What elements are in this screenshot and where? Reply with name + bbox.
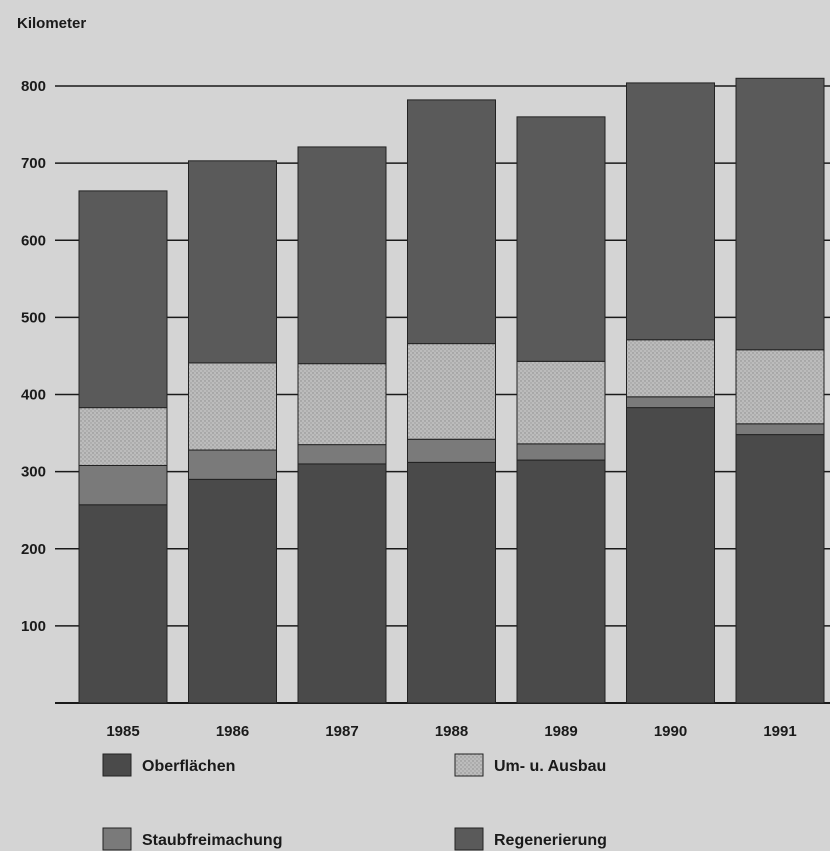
bar-segment — [297, 146, 387, 365]
y-tick-label: 300 — [21, 464, 46, 481]
bar-segment — [626, 396, 715, 409]
bar-segment — [297, 444, 387, 465]
bar-segment — [188, 449, 277, 480]
bar-segment — [407, 461, 496, 704]
bar-segment — [626, 407, 715, 704]
legend-swatch — [102, 827, 132, 851]
bar-segment — [78, 190, 168, 409]
y-tick-label: 400 — [21, 387, 46, 404]
bar-segment — [516, 116, 606, 362]
bar-segment — [516, 443, 606, 461]
bar-segment — [735, 349, 825, 425]
y-tick-label: 700 — [21, 155, 46, 172]
x-tick-label: 1991 — [763, 723, 796, 740]
bar-segment — [407, 99, 496, 345]
x-tick-label: 1987 — [325, 723, 358, 740]
bar-segment — [626, 339, 715, 398]
bars — [78, 77, 825, 704]
x-tick-label: 1988 — [435, 723, 468, 740]
legend-swatch — [102, 753, 132, 777]
y-tick-label: 500 — [21, 309, 46, 326]
y-tick-label: 100 — [21, 618, 46, 635]
y-axis-label: Kilometer — [17, 15, 86, 32]
bar-segment — [188, 478, 277, 704]
legend-label: Regenerierung — [494, 832, 607, 849]
y-axis: 100 200 300 400 500 600 700 800 — [21, 78, 46, 635]
bar-segment — [297, 363, 387, 446]
bar-segment — [297, 463, 387, 704]
legend: Oberflächen Um- u. Ausbau Staubfreimachung… — [102, 753, 607, 851]
legend-label: Oberflächen — [142, 758, 235, 775]
legend-swatch — [454, 753, 484, 777]
legend-label: Um- u. Ausbau — [494, 758, 606, 775]
bar-segment — [516, 360, 606, 445]
bar-segment — [626, 82, 715, 341]
x-tick-label: 1985 — [106, 723, 139, 740]
legend-swatch — [454, 827, 484, 851]
bar-segment — [188, 160, 277, 364]
bar-segment — [188, 362, 277, 451]
x-tick-label: 1986 — [216, 723, 249, 740]
x-tick-label: 1990 — [654, 723, 687, 740]
y-tick-label: 600 — [21, 232, 46, 249]
x-axis-labels: 1985 1986 1987 1988 1989 1990 1991 — [106, 723, 796, 740]
bar-segment — [407, 343, 496, 440]
x-tick-label: 1989 — [544, 723, 577, 740]
legend-label: Staubfreimachung — [142, 832, 282, 849]
bar-segment — [78, 464, 168, 506]
bar-segment — [735, 434, 825, 704]
bar-segment — [735, 423, 825, 436]
bar-segment — [407, 438, 496, 463]
bar-segment — [78, 407, 168, 466]
bar-segment — [516, 459, 606, 704]
bar-segment — [735, 77, 825, 351]
y-tick-label: 200 — [21, 541, 46, 558]
bar-segment — [78, 504, 168, 704]
y-tick-label: 800 — [21, 78, 46, 95]
